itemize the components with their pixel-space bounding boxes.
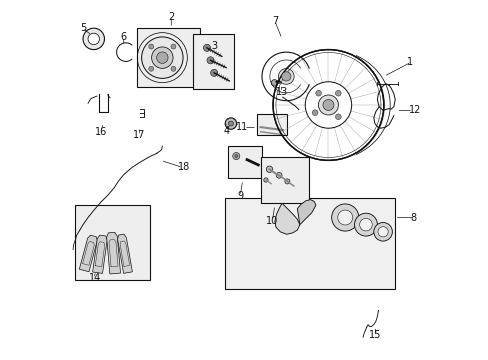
Bar [228, 146, 262, 178]
Circle shape [312, 110, 317, 116]
Bar [257, 114, 287, 135]
Text: 7: 7 [271, 16, 277, 26]
Circle shape [278, 68, 294, 84]
Circle shape [88, 33, 99, 45]
Circle shape [148, 44, 153, 49]
Text: 6: 6 [121, 32, 126, 42]
Circle shape [373, 222, 391, 241]
Circle shape [206, 57, 214, 64]
Text: 10: 10 [265, 216, 278, 226]
Circle shape [318, 95, 338, 115]
Circle shape [171, 44, 176, 49]
Polygon shape [297, 200, 315, 225]
Text: 15: 15 [368, 330, 380, 341]
Text: 16: 16 [95, 127, 107, 137]
Circle shape [228, 121, 233, 126]
Circle shape [142, 37, 183, 78]
Text: 9: 9 [237, 191, 243, 201]
Circle shape [263, 178, 267, 182]
Bar [260, 157, 308, 203]
Text: 12: 12 [408, 105, 420, 115]
Text: 8: 8 [410, 212, 416, 222]
Bar [224, 198, 394, 289]
Circle shape [322, 99, 333, 111]
Polygon shape [106, 232, 120, 274]
Polygon shape [274, 203, 299, 234]
Circle shape [305, 82, 351, 128]
Circle shape [225, 118, 236, 129]
Circle shape [271, 80, 277, 86]
Circle shape [335, 114, 341, 120]
Text: 3: 3 [211, 41, 217, 51]
Bar [75, 205, 149, 280]
Circle shape [234, 155, 237, 157]
Circle shape [335, 90, 341, 96]
Circle shape [337, 210, 352, 225]
Text: 4: 4 [223, 126, 229, 136]
Circle shape [276, 172, 282, 178]
Text: 5: 5 [80, 23, 86, 33]
Circle shape [156, 52, 168, 63]
Circle shape [83, 28, 104, 50]
Circle shape [354, 213, 377, 236]
Bar [137, 28, 200, 87]
Circle shape [151, 47, 173, 68]
Circle shape [210, 69, 217, 76]
Circle shape [171, 66, 176, 71]
Circle shape [331, 204, 358, 231]
Circle shape [315, 90, 321, 96]
Circle shape [203, 44, 210, 51]
Circle shape [148, 66, 153, 71]
Polygon shape [92, 235, 107, 273]
Text: 1: 1 [406, 57, 412, 67]
Circle shape [281, 72, 290, 81]
Circle shape [285, 179, 289, 184]
Text: 2: 2 [168, 13, 174, 22]
Polygon shape [79, 235, 97, 272]
Text: 14: 14 [89, 273, 101, 283]
Circle shape [266, 166, 272, 172]
Text: 13: 13 [275, 87, 287, 98]
Bar [192, 33, 233, 89]
Polygon shape [117, 234, 132, 273]
Circle shape [359, 219, 371, 231]
Text: 17: 17 [133, 130, 145, 140]
Text: 18: 18 [178, 162, 190, 172]
Circle shape [377, 227, 387, 237]
Text: 11: 11 [235, 122, 247, 132]
Circle shape [232, 153, 240, 159]
